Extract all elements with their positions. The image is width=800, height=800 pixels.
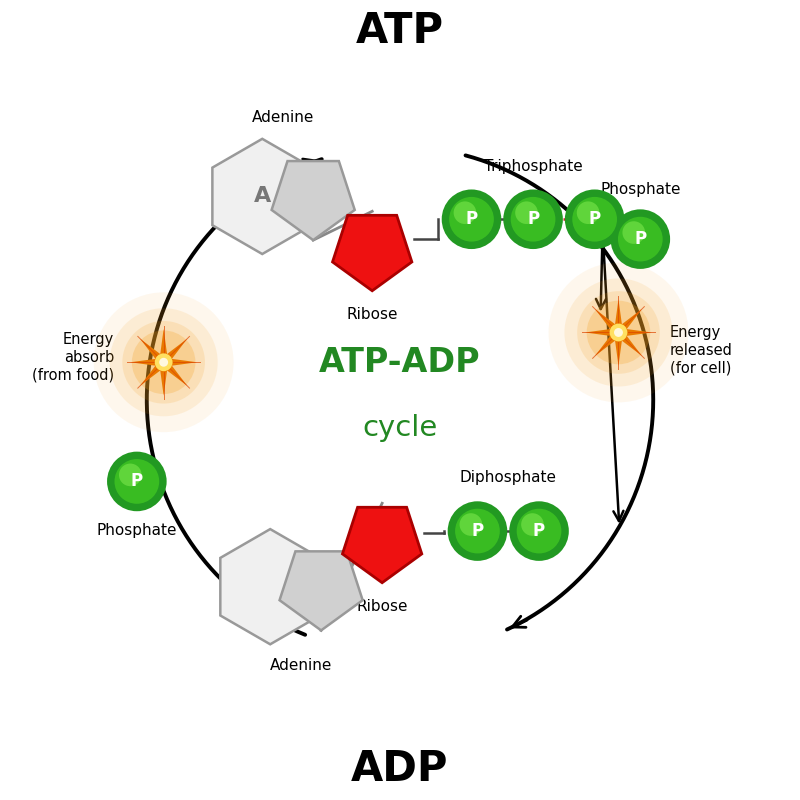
Text: Adenine: Adenine: [252, 110, 314, 125]
Text: Phosphate: Phosphate: [97, 523, 177, 538]
Text: Phosphate: Phosphate: [600, 182, 681, 198]
Text: Diphosphate: Diphosphate: [460, 470, 557, 486]
Circle shape: [107, 452, 166, 511]
Text: Triphosphate: Triphosphate: [484, 158, 582, 174]
Text: P: P: [533, 522, 545, 540]
Polygon shape: [585, 299, 652, 366]
Circle shape: [459, 514, 482, 536]
Circle shape: [515, 202, 538, 224]
Circle shape: [577, 202, 599, 224]
Text: Ribose: Ribose: [356, 598, 408, 614]
Circle shape: [119, 463, 142, 486]
Circle shape: [110, 308, 218, 416]
Text: P: P: [527, 210, 539, 228]
Polygon shape: [220, 529, 320, 644]
Text: ATP: ATP: [356, 10, 444, 51]
Circle shape: [610, 210, 670, 269]
Circle shape: [577, 291, 660, 374]
Circle shape: [510, 502, 569, 561]
Circle shape: [622, 222, 645, 244]
Circle shape: [122, 321, 205, 403]
Circle shape: [517, 509, 562, 554]
Circle shape: [549, 262, 688, 402]
Text: P: P: [130, 473, 143, 490]
Text: ADP: ADP: [351, 749, 449, 790]
Text: Energy
absorb
(from food): Energy absorb (from food): [32, 332, 114, 382]
Text: Energy
released
(for cell): Energy released (for cell): [670, 326, 733, 375]
Circle shape: [448, 502, 507, 561]
Polygon shape: [279, 551, 362, 630]
Circle shape: [154, 354, 173, 371]
Text: ATP-ADP: ATP-ADP: [319, 346, 481, 378]
Circle shape: [610, 323, 627, 342]
Text: A: A: [254, 186, 271, 206]
Circle shape: [449, 197, 494, 242]
Polygon shape: [212, 139, 312, 254]
Text: Adenine: Adenine: [270, 658, 332, 673]
Circle shape: [159, 358, 168, 366]
Circle shape: [614, 328, 623, 337]
Text: P: P: [589, 210, 601, 228]
Text: Ribose: Ribose: [346, 306, 398, 322]
Circle shape: [510, 197, 555, 242]
Circle shape: [455, 509, 500, 554]
Text: P: P: [466, 210, 478, 228]
Circle shape: [94, 292, 234, 432]
Polygon shape: [272, 161, 354, 240]
Circle shape: [503, 190, 563, 249]
Circle shape: [132, 330, 195, 394]
Circle shape: [572, 197, 617, 242]
Polygon shape: [342, 507, 422, 582]
Circle shape: [565, 278, 673, 386]
Polygon shape: [130, 329, 197, 396]
Circle shape: [565, 190, 625, 249]
Circle shape: [521, 514, 544, 536]
Circle shape: [586, 301, 650, 364]
Circle shape: [114, 459, 159, 504]
Text: P: P: [634, 230, 646, 248]
Circle shape: [442, 190, 502, 249]
Polygon shape: [333, 215, 412, 290]
Text: cycle: cycle: [362, 414, 438, 442]
Circle shape: [454, 202, 476, 224]
Text: P: P: [471, 522, 483, 540]
Circle shape: [618, 217, 662, 262]
